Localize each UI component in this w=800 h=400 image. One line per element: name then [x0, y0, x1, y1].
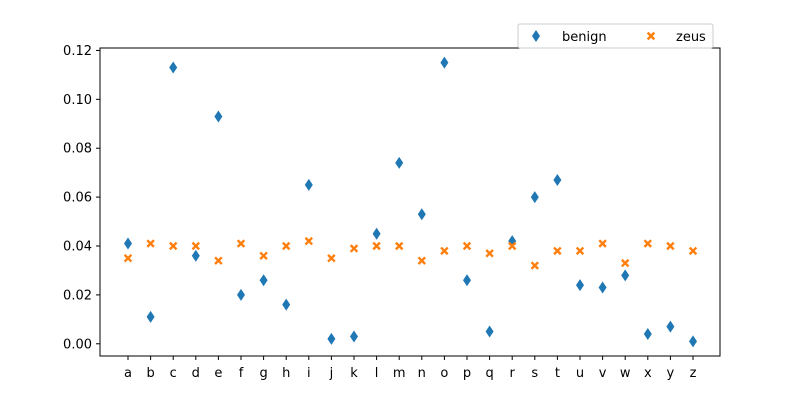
zeus-point-e — [214, 256, 223, 265]
x-tick-label: w — [620, 366, 631, 381]
benign-point-s — [530, 191, 539, 204]
plot-points — [123, 56, 698, 348]
benign-point-x — [643, 328, 652, 340]
legend-label-benign: benign — [562, 30, 607, 45]
x-tick-label: a — [124, 366, 132, 381]
benign-point-c — [169, 61, 178, 74]
y-tick-label: 0.06 — [63, 191, 92, 206]
x-tick-label: s — [531, 366, 538, 381]
x-tick-label: u — [576, 366, 584, 381]
zeus-point-y — [666, 241, 675, 251]
x-tick-label: q — [485, 366, 493, 381]
zeus-point-j — [327, 254, 336, 263]
x-tick-label: y — [667, 366, 675, 381]
zeus-point-g — [259, 251, 268, 260]
x-tick-label: l — [375, 366, 379, 381]
zeus-point-u — [575, 246, 585, 256]
benign-point-g — [259, 274, 268, 287]
legend-marker-zeus — [646, 31, 656, 41]
benign-point-q — [485, 325, 494, 338]
x-tick-label: t — [555, 366, 560, 381]
y-tick-label: 0.04 — [63, 240, 92, 255]
benign-point-t — [553, 174, 562, 186]
y-tick-label: 0.10 — [63, 93, 92, 108]
benign-point-h — [282, 298, 291, 311]
benign-point-l — [372, 227, 381, 240]
zeus-point-o — [440, 246, 449, 256]
benign-point-y — [666, 320, 675, 333]
x-tick-label: v — [599, 366, 607, 381]
zeus-point-a — [123, 254, 133, 263]
benign-point-j — [327, 332, 336, 345]
zeus-point-v — [598, 239, 607, 248]
benign-point-o — [440, 56, 449, 69]
zeus-point-p — [462, 241, 472, 251]
zeus-point-z — [688, 246, 698, 256]
zeus-point-l — [372, 241, 381, 251]
benign-point-e — [214, 110, 223, 123]
x-tick-label: r — [510, 366, 516, 381]
zeus-point-i — [304, 236, 313, 246]
y-tick-label: 0.12 — [63, 44, 92, 59]
y-tick-label: 0.02 — [63, 288, 92, 303]
benign-point-m — [395, 156, 404, 169]
x-tick-label: n — [418, 366, 426, 381]
zeus-point-n — [417, 256, 426, 265]
y-tick-label: 0.00 — [63, 337, 92, 352]
benign-point-v — [598, 281, 607, 294]
benign-point-p — [463, 274, 471, 287]
zeus-point-m — [395, 241, 404, 251]
benign-point-n — [417, 208, 426, 221]
x-tick-label: c — [170, 366, 177, 381]
plot-frame — [99, 47, 721, 357]
x-tick-label: j — [329, 366, 334, 381]
x-tick-label: i — [307, 366, 311, 381]
y-axis: 0.00 0.02 0.04 0.06 0.08 0.10 0.12 — [63, 44, 100, 352]
x-tick-label: z — [690, 366, 697, 381]
zeus-point-w — [621, 258, 630, 268]
zeus-point-b — [146, 239, 155, 248]
x-tick-label: h — [282, 366, 290, 381]
zeus-point-k — [349, 244, 359, 253]
x-tick-label: o — [440, 366, 448, 381]
legend-marker-benign — [532, 30, 540, 42]
legend: benign zeus — [517, 23, 714, 49]
benign-point-u — [576, 279, 584, 292]
zeus-point-h — [282, 241, 291, 251]
benign-point-b — [146, 310, 155, 323]
benign-point-k — [350, 330, 358, 343]
x-tick-label: b — [146, 366, 154, 381]
benign-point-z — [689, 335, 697, 348]
zeus-point-r — [508, 241, 517, 251]
zeus-point-f — [236, 239, 246, 248]
x-tick-label: m — [393, 366, 406, 381]
zeus-point-s — [530, 261, 539, 270]
zeus-point-t — [553, 246, 562, 256]
benign-point-w — [621, 269, 630, 282]
legend-label-zeus: zeus — [676, 30, 706, 45]
benign-point-a — [124, 237, 132, 250]
x-tick-label: k — [350, 366, 358, 381]
x-tick-label: e — [214, 366, 222, 381]
zeus-point-c — [169, 241, 178, 251]
x-tick-label: f — [239, 366, 244, 381]
zeus-point-d — [191, 241, 200, 251]
benign-point-d — [191, 249, 200, 262]
y-tick-label: 0.08 — [63, 142, 92, 157]
benign-point-f — [237, 288, 245, 301]
zeus-point-x — [643, 239, 652, 248]
x-tick-label: g — [259, 366, 267, 381]
x-tick-label: x — [644, 366, 652, 381]
x-tick-label: p — [463, 366, 471, 381]
legend-box — [517, 23, 714, 49]
zeus-point-q — [485, 249, 494, 258]
benign-point-i — [304, 178, 313, 191]
x-tick-label: d — [192, 366, 200, 381]
